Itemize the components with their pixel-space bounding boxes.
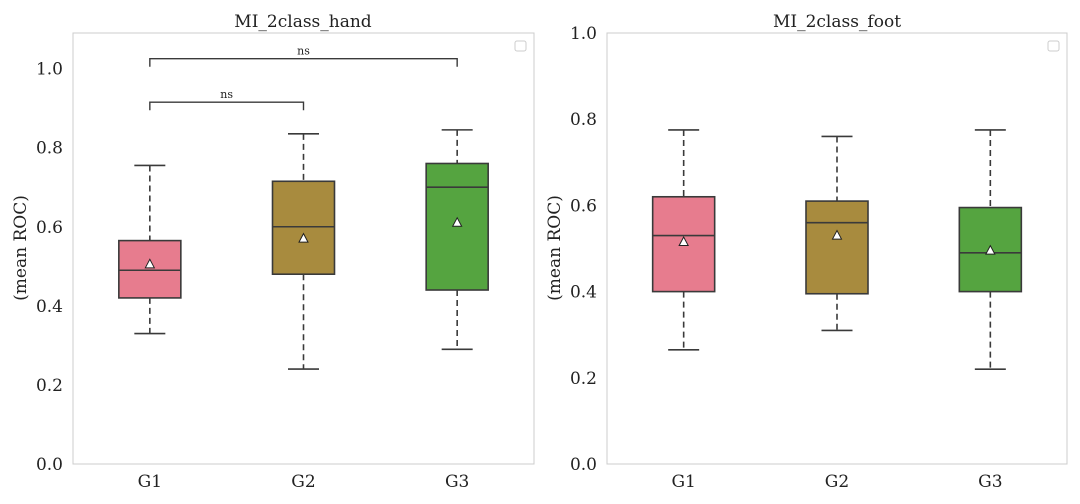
box-G2 xyxy=(805,135,869,332)
plot-frame xyxy=(72,32,535,465)
x-tick-label: G2 xyxy=(825,472,849,492)
y-tick-label: 0.6 xyxy=(570,196,597,216)
y-axis-label: (mean ROC) xyxy=(11,195,31,301)
box-G3 xyxy=(425,129,489,351)
iqr-box xyxy=(805,200,869,295)
x-tick-label: G1 xyxy=(671,472,695,492)
x-tick-label: G3 xyxy=(445,472,469,492)
significance-label: ns xyxy=(220,88,233,101)
mean-marker xyxy=(451,216,463,227)
iqr-box xyxy=(271,180,336,276)
significance-label: ns xyxy=(297,45,310,58)
y-tick-label: 0.0 xyxy=(36,455,63,475)
panel-title: MI_2class_hand xyxy=(234,12,372,32)
mean-marker xyxy=(831,229,843,240)
bracket-line xyxy=(149,101,305,111)
significance-bracket: ns xyxy=(149,45,458,67)
plot-frame xyxy=(606,32,1068,465)
y-tick-label: 0.0 xyxy=(570,455,597,475)
iqr-box xyxy=(118,239,182,299)
y-tick-label: 1.0 xyxy=(36,60,63,80)
panel-foot: MI_2class_foot (mean ROC) 0.0 0.2 0.4 0.6 0.… xyxy=(545,12,1068,492)
y-tick-label: 0.2 xyxy=(36,376,63,396)
y-tick-label: 0.8 xyxy=(570,110,597,130)
y-tick-label: 0.2 xyxy=(570,369,597,389)
bracket-line xyxy=(149,58,458,67)
y-tick-label: 1.0 xyxy=(570,24,597,44)
box-G2 xyxy=(271,133,336,370)
y-axis-label: (mean ROC) xyxy=(545,195,565,301)
significance-bracket: ns xyxy=(149,88,305,111)
panel-hand: MI_2class_hand (mean ROC) 0.0 0.2 0.4 0.6 0.… xyxy=(11,12,535,492)
legend-box xyxy=(514,40,527,52)
legend-box xyxy=(1047,40,1060,52)
x-tick-label: G2 xyxy=(291,472,315,492)
x-tick-label: G1 xyxy=(138,472,162,492)
mean-marker xyxy=(985,244,996,255)
y-tick-label: 0.4 xyxy=(570,283,597,303)
box-G1 xyxy=(118,164,182,335)
panel-title: MI_2class_foot xyxy=(773,12,901,32)
y-tick-label: 0.8 xyxy=(36,139,63,159)
mean-marker xyxy=(298,232,309,243)
mean-marker xyxy=(678,235,689,247)
y-tick-label: 0.6 xyxy=(36,218,63,238)
y-tick-label: 0.4 xyxy=(36,297,63,317)
box-G3 xyxy=(958,129,1023,370)
x-tick-label: G3 xyxy=(978,472,1002,492)
mean-marker xyxy=(144,258,156,269)
box-G1 xyxy=(651,129,716,351)
